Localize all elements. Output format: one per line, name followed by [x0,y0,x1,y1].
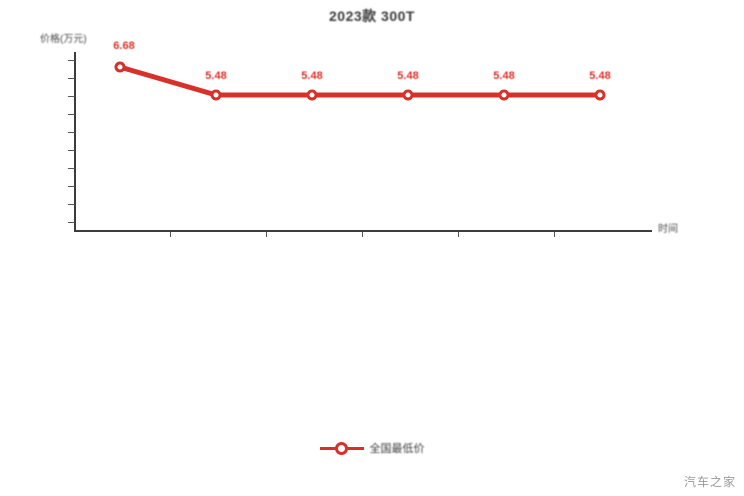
y-axis-label: 价格(万元) [40,34,87,45]
x-axis-tick [266,232,267,237]
y-axis-tick [68,78,75,79]
x-axis-tick [362,232,363,237]
y-axis-tick [68,114,75,115]
x-axis-tick [554,232,555,237]
x-axis-tick [458,232,459,237]
legend-label: 全国最低价 [369,443,425,455]
y-axis-line [74,52,76,232]
x-axis-tick [170,232,171,237]
y-axis-tick [68,60,75,61]
legend-circle-icon [334,442,348,455]
chart-legend: 全国最低价 [0,440,744,456]
y-axis-tick [68,96,75,97]
data-label: 5.48 [589,70,611,82]
y-axis-tick [68,168,75,169]
data-label: 5.48 [397,70,419,82]
data-label: 5.48 [301,70,323,82]
y-axis-tick [68,150,75,151]
data-label: 5.48 [205,70,227,82]
data-label: 5.48 [493,70,515,82]
y-axis-tick [68,132,75,133]
site-watermark: 汽车之家 [683,475,736,489]
y-axis-tick [68,222,75,223]
y-axis-tick [68,186,75,187]
data-label: 6.68 [113,40,135,52]
legend-series-marker [319,441,364,455]
y-axis-tick [68,204,75,205]
x-axis-line [74,230,652,232]
chart-title: 2023款 300T [329,8,415,24]
x-axis-label: 时间 [658,224,678,235]
